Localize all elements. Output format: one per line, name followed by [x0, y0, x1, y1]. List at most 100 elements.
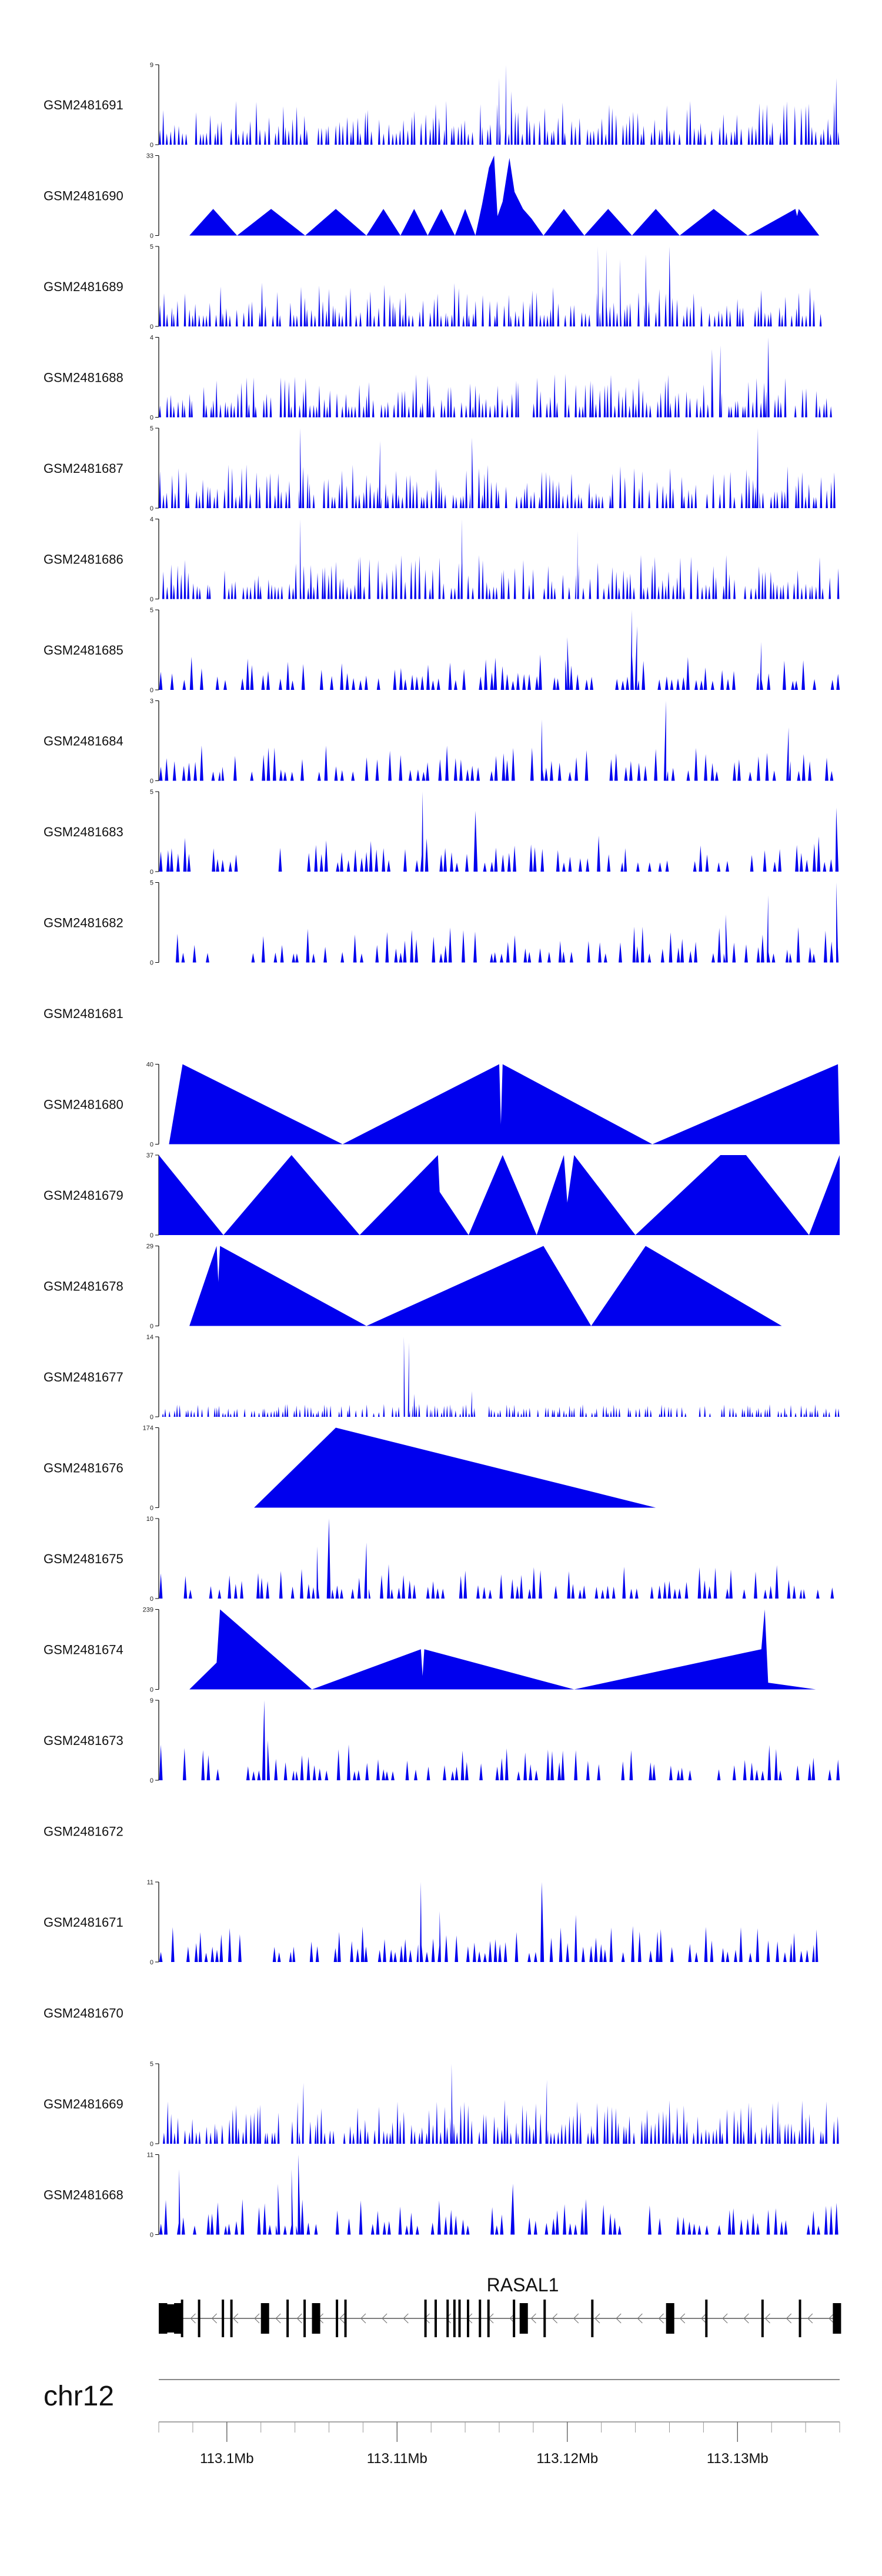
strand-arrow-icon	[552, 2313, 558, 2324]
strand-arrow-icon	[445, 2313, 452, 2324]
strand-arrow-icon	[190, 2313, 196, 2324]
track-label: GSM2481682	[44, 916, 123, 930]
coverage-area	[159, 1882, 826, 1962]
x-tick-label: 113.1Mb	[200, 2451, 254, 2467]
strand-arrow-icon	[254, 2313, 260, 2324]
strand-arrow-icon	[701, 2313, 707, 2324]
gene-exon	[513, 2300, 516, 2337]
coverage-area	[159, 65, 840, 145]
track-GSM2481689: GSM2481689 5 0	[44, 243, 826, 331]
y-tick-label-max: 9	[150, 62, 153, 69]
gene-exon	[344, 2300, 347, 2337]
coverage-area	[254, 1427, 656, 1508]
y-tick-label-max: 29	[146, 1243, 153, 1250]
strand-arrow-icon	[743, 2313, 749, 2324]
y-tick-label-max: 37	[146, 1152, 153, 1159]
gene-exon	[198, 2300, 201, 2337]
gene-exon	[446, 2300, 449, 2337]
gene-exon	[519, 2303, 528, 2334]
coverage-area	[159, 428, 837, 508]
y-tick-label-zero: 0	[150, 1142, 153, 1149]
y-tick-label-zero: 0	[150, 1687, 153, 1694]
y-tick-label-max: 239	[143, 1607, 153, 1614]
track-label: GSM2481681	[44, 1006, 123, 1021]
track-label: GSM2481676	[44, 1461, 123, 1476]
track-label: GSM2481689	[44, 279, 123, 294]
track-label: GSM2481677	[44, 1370, 123, 1384]
gene-exon	[181, 2300, 183, 2337]
strand-arrow-icon	[360, 2313, 366, 2324]
gene-exon	[591, 2300, 594, 2337]
track-GSM2481675: GSM2481675 10 0	[44, 1516, 837, 1603]
y-tick-label-zero: 0	[150, 2232, 153, 2239]
track-GSM2481681: GSM2481681	[44, 1006, 123, 1021]
y-tick-label-zero: 0	[150, 415, 153, 422]
y-tick-label-max: 5	[150, 243, 153, 251]
gene-exon	[666, 2303, 674, 2334]
y-tick-label-zero: 0	[150, 1596, 153, 1603]
track-GSM2481670: GSM2481670	[44, 2006, 123, 2021]
gene-exon	[761, 2300, 764, 2337]
gene-exon	[799, 2300, 801, 2337]
y-tick-label-max: 174	[143, 1425, 153, 1432]
track-label: GSM2481672	[44, 1824, 123, 1839]
track-GSM2481668: GSM2481668 11 0	[44, 2152, 840, 2239]
coverage-area	[159, 882, 840, 963]
strand-arrow-icon	[616, 2313, 622, 2324]
y-tick-label-zero: 0	[150, 142, 153, 149]
track-label: GSM2481674	[44, 1643, 123, 1657]
track-label: GSM2481673	[44, 1733, 123, 1748]
coverage-area	[159, 700, 840, 781]
gene-exon	[424, 2300, 427, 2337]
coverage-area	[159, 2154, 840, 2235]
strand-arrow-icon	[722, 2313, 728, 2324]
y-tick-label-zero: 0	[150, 869, 153, 876]
coverage-area	[159, 337, 833, 418]
gene-exon	[466, 2300, 469, 2337]
track-label: GSM2481690	[44, 189, 123, 203]
y-tick-label-max: 11	[147, 1879, 153, 1886]
gene-exon	[453, 2300, 456, 2337]
coverage-area	[189, 1246, 782, 1326]
genome-axis: chr12 113.1Mb 113.11Mb 113.12Mb 113.13Mb	[44, 2379, 840, 2467]
track-GSM2481684: GSM2481684 3 0	[44, 698, 840, 785]
y-tick-label-zero: 0	[150, 596, 153, 603]
y-tick-label-max: 11	[147, 2152, 153, 2159]
track-GSM2481679: GSM2481679 37 0	[44, 1152, 840, 1239]
gene-exon	[260, 2303, 269, 2334]
track-GSM2481678: GSM2481678 29 0	[44, 1243, 782, 1330]
y-tick-label-max: 4	[150, 335, 153, 342]
track-GSM2481691: GSM2481691 9 0	[44, 62, 840, 149]
strand-arrow-icon	[275, 2313, 281, 2324]
coverage-area	[159, 246, 826, 326]
y-tick-label-zero: 0	[150, 1323, 153, 1330]
track-label: GSM2481686	[44, 552, 123, 567]
gene-exon	[286, 2300, 289, 2337]
track-GSM2481687: GSM2481687 5 0	[44, 425, 837, 512]
y-tick-label-max: 5	[150, 607, 153, 614]
y-tick-label-max: 10	[146, 1516, 153, 1523]
coverage-area	[159, 1700, 840, 1780]
track-GSM2481669: GSM2481669 5 0	[44, 2061, 840, 2148]
track-GSM2481683: GSM2481683 5 0	[44, 789, 840, 876]
track-GSM2481686: GSM2481686 4 0	[44, 516, 840, 603]
strand-arrow-icon	[296, 2313, 302, 2324]
gene-exon	[705, 2300, 708, 2337]
gene-exon	[434, 2300, 437, 2337]
track-GSM2481685: GSM2481685 5 0	[44, 607, 840, 694]
y-tick-label-zero: 0	[150, 2141, 153, 2148]
x-tick-label: 113.11Mb	[367, 2451, 427, 2467]
strand-arrow-icon	[679, 2313, 686, 2324]
track-label: GSM2481684	[44, 734, 123, 749]
y-tick-label-max: 3	[150, 698, 153, 705]
gene-exon	[312, 2303, 320, 2334]
track-label: GSM2481685	[44, 643, 123, 658]
gene-exon	[487, 2300, 490, 2337]
track-GSM2481682: GSM2481682 5 0	[44, 880, 840, 967]
track-label: GSM2481687	[44, 461, 123, 476]
gene-track: RASAL1	[159, 2274, 841, 2337]
track-GSM2481671: GSM2481671 11 0	[44, 1879, 826, 1966]
y-tick-label-zero: 0	[150, 233, 153, 240]
coverage-area	[189, 155, 820, 236]
